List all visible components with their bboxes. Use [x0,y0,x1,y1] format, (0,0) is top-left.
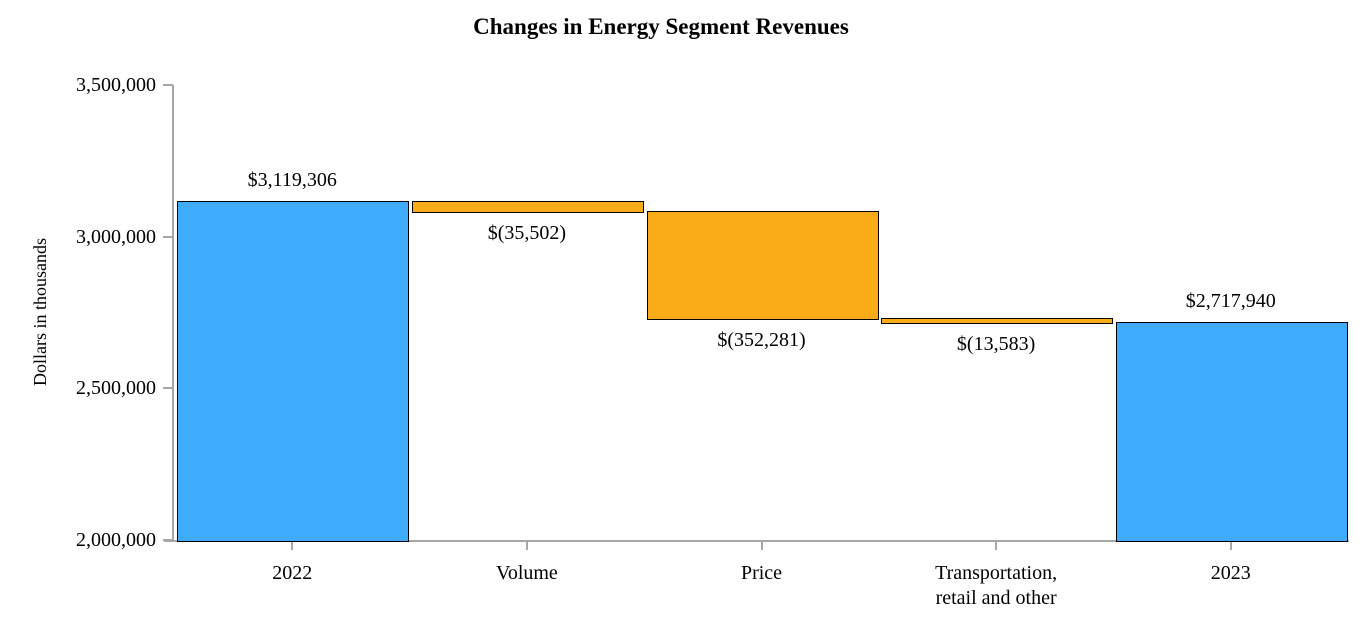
bar-transportation [881,318,1114,325]
x-tick-mark [1229,542,1232,550]
x-tick-mark [995,542,998,550]
x-tick-mark [760,542,763,550]
y-tick-label: 2,500,000 [76,377,156,400]
bar-value-label: $2,717,940 [1185,290,1276,313]
bar-value-label: $(35,502) [487,222,567,245]
bar-price [646,211,879,321]
chart-title: Changes in Energy Segment Revenues [473,14,849,39]
x-tick-label: Transportation, retail and other [935,562,1058,609]
bar-2022 [177,200,410,542]
x-tick-mark [525,542,528,550]
y-tick-mark [163,387,173,390]
x-tick-label: 2022 [272,562,313,584]
y-tick-mark [163,84,173,86]
x-tick-label: Price [740,562,783,584]
x-tick-label: 2023 [1210,562,1251,584]
y-axis-line [172,85,174,542]
bar-value-label: $(13,583) [956,333,1036,356]
bar-volume [411,200,644,214]
bar-value-label: $(352,281) [717,329,806,352]
y-tick-label: 3,500,000 [76,74,156,96]
y-tick-mark [163,539,173,541]
x-tick-mark [291,542,294,550]
x-axis-line [164,540,1349,542]
y-tick-mark [163,235,173,238]
y-tick-label: 3,000,000 [76,225,156,248]
x-tick-label: Volume [495,562,558,584]
bar-2023 [1115,322,1348,542]
bar-value-label: $3,119,306 [247,168,337,191]
y-tick-label: 2,000,000 [76,529,156,551]
